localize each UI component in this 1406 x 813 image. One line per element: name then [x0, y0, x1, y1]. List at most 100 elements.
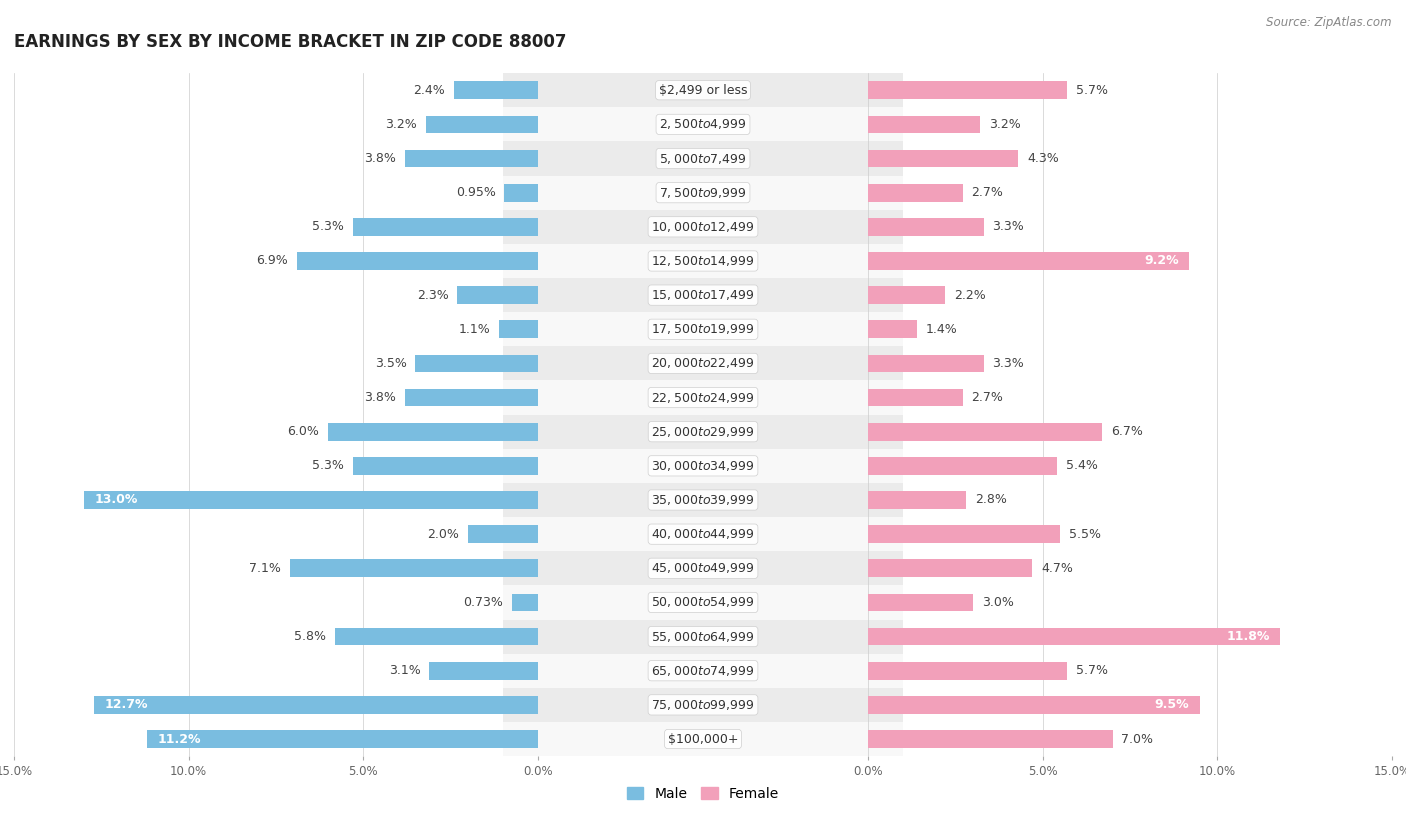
- Bar: [503, 585, 537, 620]
- Bar: [869, 278, 903, 312]
- Bar: [869, 593, 973, 611]
- Bar: [869, 218, 984, 236]
- Legend: Male, Female: Male, Female: [621, 781, 785, 806]
- Bar: [454, 81, 537, 99]
- Text: $17,500 to $19,999: $17,500 to $19,999: [651, 322, 755, 337]
- Bar: [503, 312, 537, 346]
- Bar: [290, 559, 537, 577]
- Bar: [503, 244, 537, 278]
- Bar: [869, 559, 1032, 577]
- Bar: [297, 252, 537, 270]
- Bar: [869, 491, 966, 509]
- Bar: [537, 380, 869, 415]
- Text: $65,000 to $74,999: $65,000 to $74,999: [651, 663, 755, 678]
- Text: 3.5%: 3.5%: [375, 357, 406, 370]
- Text: $50,000 to $54,999: $50,000 to $54,999: [651, 595, 755, 610]
- Bar: [503, 722, 537, 756]
- Text: 3.8%: 3.8%: [364, 391, 396, 404]
- Bar: [503, 551, 537, 585]
- Bar: [94, 696, 537, 714]
- Text: 3.8%: 3.8%: [364, 152, 396, 165]
- Bar: [869, 81, 1067, 99]
- Text: $35,000 to $39,999: $35,000 to $39,999: [651, 493, 755, 507]
- Bar: [426, 115, 537, 133]
- Bar: [869, 73, 903, 107]
- Bar: [537, 210, 869, 244]
- Text: 1.1%: 1.1%: [458, 323, 491, 336]
- Text: EARNINGS BY SEX BY INCOME BRACKET IN ZIP CODE 88007: EARNINGS BY SEX BY INCOME BRACKET IN ZIP…: [14, 33, 567, 50]
- Bar: [537, 73, 869, 107]
- Bar: [503, 380, 537, 415]
- Bar: [503, 278, 537, 312]
- Bar: [503, 346, 537, 380]
- Bar: [512, 593, 537, 611]
- Text: 3.3%: 3.3%: [993, 357, 1024, 370]
- Bar: [869, 389, 963, 406]
- Text: $45,000 to $49,999: $45,000 to $49,999: [651, 561, 755, 576]
- Text: $25,000 to $29,999: $25,000 to $29,999: [651, 424, 755, 439]
- Bar: [405, 389, 537, 406]
- Bar: [869, 141, 903, 176]
- Text: $100,000+: $100,000+: [668, 733, 738, 746]
- Bar: [537, 517, 869, 551]
- Bar: [869, 380, 903, 415]
- Bar: [505, 184, 537, 202]
- Bar: [537, 551, 869, 585]
- Bar: [869, 286, 945, 304]
- Bar: [869, 525, 1060, 543]
- Bar: [503, 517, 537, 551]
- Bar: [869, 115, 980, 133]
- Bar: [869, 150, 1018, 167]
- Bar: [335, 628, 537, 646]
- Bar: [537, 107, 869, 141]
- Text: $55,000 to $64,999: $55,000 to $64,999: [651, 629, 755, 644]
- Text: $5,000 to $7,499: $5,000 to $7,499: [659, 151, 747, 166]
- Bar: [869, 620, 903, 654]
- Bar: [468, 525, 537, 543]
- Text: 9.2%: 9.2%: [1144, 254, 1180, 267]
- Bar: [537, 585, 869, 620]
- Bar: [503, 654, 537, 688]
- Bar: [869, 517, 903, 551]
- Text: Source: ZipAtlas.com: Source: ZipAtlas.com: [1267, 16, 1392, 29]
- Text: 12.7%: 12.7%: [105, 698, 148, 711]
- Bar: [869, 354, 984, 372]
- Bar: [537, 244, 869, 278]
- Text: 6.0%: 6.0%: [288, 425, 319, 438]
- Bar: [869, 415, 903, 449]
- Text: 5.7%: 5.7%: [1076, 664, 1108, 677]
- Text: $30,000 to $34,999: $30,000 to $34,999: [651, 459, 755, 473]
- Bar: [869, 628, 1281, 646]
- Text: 4.3%: 4.3%: [1028, 152, 1059, 165]
- Text: 11.2%: 11.2%: [157, 733, 201, 746]
- Bar: [503, 415, 537, 449]
- Bar: [503, 210, 537, 244]
- Text: 11.8%: 11.8%: [1226, 630, 1270, 643]
- Bar: [537, 483, 869, 517]
- Text: 2.2%: 2.2%: [953, 289, 986, 302]
- Bar: [869, 423, 1102, 441]
- Bar: [869, 696, 1199, 714]
- Text: $2,499 or less: $2,499 or less: [659, 84, 747, 97]
- Bar: [869, 483, 903, 517]
- Bar: [537, 141, 869, 176]
- Bar: [869, 244, 903, 278]
- Bar: [537, 312, 869, 346]
- Text: 3.1%: 3.1%: [389, 664, 420, 677]
- Text: $40,000 to $44,999: $40,000 to $44,999: [651, 527, 755, 541]
- Bar: [537, 722, 869, 756]
- Text: $2,500 to $4,999: $2,500 to $4,999: [659, 117, 747, 132]
- Text: 5.4%: 5.4%: [1066, 459, 1098, 472]
- Text: 7.0%: 7.0%: [1122, 733, 1153, 746]
- Bar: [869, 252, 1189, 270]
- Text: 3.0%: 3.0%: [981, 596, 1014, 609]
- Bar: [429, 662, 537, 680]
- Text: 9.5%: 9.5%: [1154, 698, 1189, 711]
- Bar: [503, 141, 537, 176]
- Bar: [84, 491, 537, 509]
- Bar: [537, 654, 869, 688]
- Text: 7.1%: 7.1%: [249, 562, 281, 575]
- Bar: [869, 449, 903, 483]
- Bar: [869, 662, 1067, 680]
- Bar: [869, 346, 903, 380]
